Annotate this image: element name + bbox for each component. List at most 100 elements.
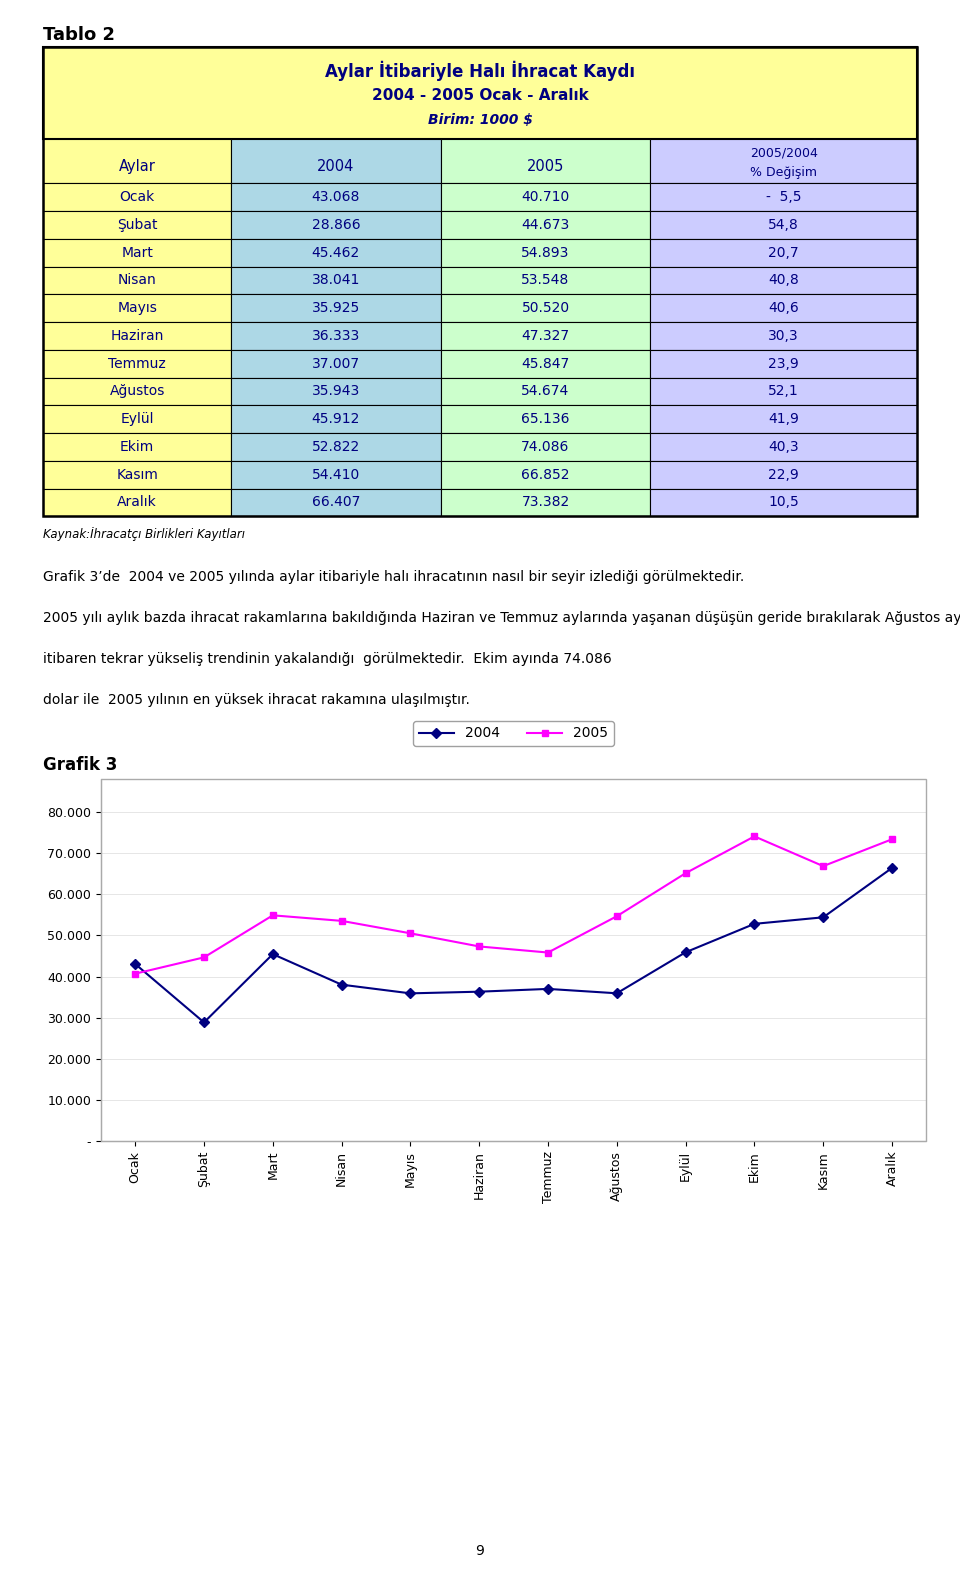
Text: dolar ile  2005 yılının en yüksek ihracat rakamına ulaşılmıştır.: dolar ile 2005 yılının en yüksek ihracat… [43, 693, 470, 707]
Text: 73.382: 73.382 [521, 496, 569, 510]
Bar [650, 461, 917, 488]
Bar [650, 139, 917, 183]
Bar [231, 349, 441, 378]
Bar [650, 266, 917, 294]
Bar [43, 139, 231, 183]
Text: 66.407: 66.407 [312, 496, 360, 510]
Bar [43, 266, 231, 294]
Text: 23,9: 23,9 [768, 357, 799, 370]
Text: 52,1: 52,1 [768, 384, 799, 398]
Bar [43, 47, 917, 139]
Text: 40,3: 40,3 [768, 439, 799, 453]
Bar [650, 349, 917, 378]
Text: Aylar: Aylar [119, 159, 156, 173]
Text: 54,8: 54,8 [768, 217, 799, 231]
Bar [441, 433, 650, 461]
Text: 35.943: 35.943 [312, 384, 360, 398]
Text: Mayıs: Mayıs [117, 301, 157, 315]
Bar [231, 488, 441, 516]
Bar [43, 461, 231, 488]
Text: 44.673: 44.673 [521, 217, 569, 231]
Bar [441, 349, 650, 378]
Text: 2004 - 2005 Ocak - Aralık: 2004 - 2005 Ocak - Aralık [372, 88, 588, 104]
Bar [441, 378, 650, 405]
Bar [441, 239, 650, 266]
Text: 43.068: 43.068 [312, 190, 360, 205]
Bar [101, 779, 926, 1141]
Text: 2005: 2005 [527, 159, 564, 173]
Text: -  5,5: - 5,5 [766, 190, 802, 205]
Text: Grafik 3: Grafik 3 [43, 756, 117, 773]
Text: 52.822: 52.822 [312, 439, 360, 453]
Bar [43, 488, 231, 516]
Bar [231, 239, 441, 266]
Text: Temmuz: Temmuz [108, 357, 166, 370]
Text: Ocak: Ocak [119, 190, 155, 205]
Text: 36.333: 36.333 [312, 329, 360, 343]
Text: 22,9: 22,9 [768, 467, 799, 482]
Text: Şubat: Şubat [117, 217, 157, 231]
Bar [231, 183, 441, 211]
Text: Ağustos: Ağustos [109, 384, 165, 398]
Bar [43, 294, 231, 323]
Bar [43, 433, 231, 461]
Bar [650, 323, 917, 349]
Text: 66.852: 66.852 [521, 467, 570, 482]
Bar [231, 294, 441, 323]
Bar [650, 433, 917, 461]
Text: 45.912: 45.912 [312, 412, 360, 427]
Text: 20,7: 20,7 [768, 246, 799, 260]
Text: 30,3: 30,3 [768, 329, 799, 343]
Bar [441, 266, 650, 294]
Text: 10,5: 10,5 [768, 496, 799, 510]
Text: 53.548: 53.548 [521, 274, 569, 288]
Text: Mart: Mart [121, 246, 153, 260]
Text: Grafik 3’de  2004 ve 2005 yılında aylar itibariyle halı ihracatının nasıl bir se: Grafik 3’de 2004 ve 2005 yılında aylar i… [43, 570, 744, 584]
Bar [441, 488, 650, 516]
Text: 65.136: 65.136 [521, 412, 570, 427]
Bar [441, 139, 650, 183]
Text: 40,8: 40,8 [768, 274, 799, 288]
Bar [441, 461, 650, 488]
Bar [650, 294, 917, 323]
Bar [43, 323, 231, 349]
Text: Aralık: Aralık [117, 496, 157, 510]
Bar [231, 378, 441, 405]
Bar [650, 183, 917, 211]
Text: 40.710: 40.710 [521, 190, 569, 205]
Text: Birim: 1000 $: Birim: 1000 $ [427, 113, 533, 127]
Text: 40,6: 40,6 [768, 301, 799, 315]
Text: 50.520: 50.520 [521, 301, 569, 315]
Bar [231, 433, 441, 461]
Bar [441, 294, 650, 323]
Bar [650, 239, 917, 266]
Bar [231, 461, 441, 488]
Bar [43, 378, 231, 405]
Text: 54.893: 54.893 [521, 246, 569, 260]
Text: 2005 yılı aylık bazda ihracat rakamlarına bakıldığında Haziran ve Temmuz ayların: 2005 yılı aylık bazda ihracat rakamların… [43, 611, 960, 625]
Bar [231, 405, 441, 433]
Bar [43, 211, 231, 239]
Text: Kasım: Kasım [116, 467, 158, 482]
Text: 45.847: 45.847 [521, 357, 569, 370]
Text: 35.925: 35.925 [312, 301, 360, 315]
Bar [43, 349, 231, 378]
Text: 9: 9 [475, 1544, 485, 1558]
Text: 2005/2004: 2005/2004 [750, 146, 818, 159]
Text: 38.041: 38.041 [312, 274, 360, 288]
Bar [43, 183, 231, 211]
Bar [650, 405, 917, 433]
Text: 28.866: 28.866 [312, 217, 360, 231]
Bar [650, 488, 917, 516]
Text: 47.327: 47.327 [521, 329, 569, 343]
Text: Ekim: Ekim [120, 439, 155, 453]
Bar [441, 405, 650, 433]
Text: 45.462: 45.462 [312, 246, 360, 260]
Bar [43, 239, 231, 266]
Bar [231, 266, 441, 294]
Text: Kaynak:İhracatçı Birlikleri Kayıtları: Kaynak:İhracatçı Birlikleri Kayıtları [43, 527, 245, 541]
Text: % Değişim: % Değişim [750, 165, 817, 178]
Text: 2004: 2004 [317, 159, 354, 173]
Bar [650, 211, 917, 239]
Text: Nisan: Nisan [118, 274, 156, 288]
